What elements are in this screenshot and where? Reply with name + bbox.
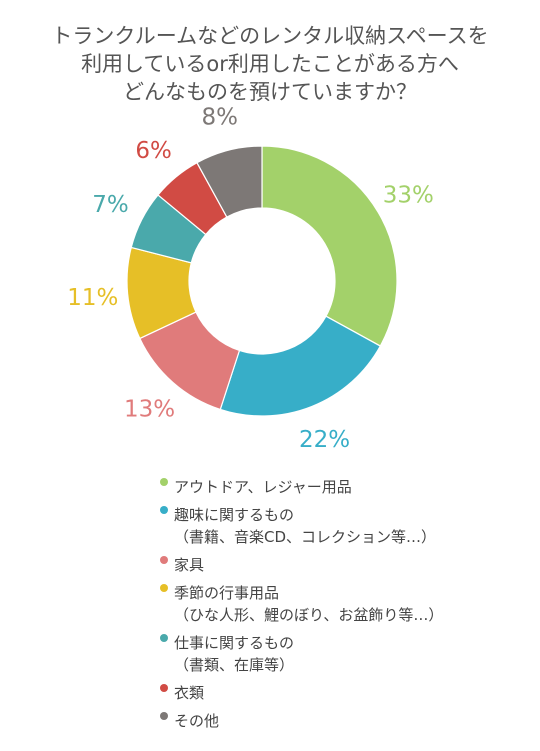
legend-label: アウトドア、レジャー用品 [174,478,352,496]
slice-hobby [219,315,382,417]
data-label-clothing: 6% [135,138,172,164]
legend-marker [160,556,168,564]
legend-label: 趣味に関するもの [174,506,295,524]
data-label-seasonal: 11% [67,285,118,311]
legend-item-clothing: 衣類 [160,682,530,704]
legend-sublabel: （書類、在庫等） [174,656,295,674]
data-label-outdoor: 33% [383,183,434,209]
legend-item-other: その他 [160,710,530,732]
legend-marker [160,684,168,692]
legend-sublabel: （ひな人形、鯉のぼり、お盆飾り等…） [174,606,444,624]
legend-marker [160,584,168,592]
chart-title-line-1: トランクルームなどのレンタル収納スペースを [51,24,489,48]
legend-label: その他 [174,712,220,730]
chart-title: トランクルームなどのレンタル収納スペースを 利用しているor利用したことがある方… [0,22,540,106]
legend-item-seasonal: 季節の行事用品 （ひな人形、鯉のぼり、お盆飾り等…） [160,582,530,626]
legend-label: 季節の行事用品 [174,584,280,602]
legend-item-outdoor: アウトドア、レジャー用品 [160,476,530,498]
legend-sublabel: （書籍、音楽CD、コレクション等…） [174,528,437,546]
legend-item-work: 仕事に関するもの （書類、在庫等） [160,632,530,676]
data-label-other: 8% [201,104,238,130]
data-label-work: 7% [92,192,129,218]
legend-marker [160,634,168,642]
slice-other [196,145,263,218]
legend-item-furniture: 家具 [160,554,530,576]
data-label-furniture: 13% [124,397,175,423]
chart-legend: アウトドア、レジャー用品 趣味に関するもの （書籍、音楽CD、コレクション等…）… [160,476,530,738]
data-label-hobby: 22% [299,427,350,453]
legend-marker [160,478,168,486]
legend-marker [160,712,168,720]
slice-outdoor [261,145,398,347]
donut-chart: 33% 22% 13% 11% 7% 6% 8% [67,104,434,453]
legend-label: 仕事に関するもの [174,634,295,652]
chart-title-line-3: どんなものを預けていますか？ [123,80,417,104]
legend-label: 家具 [174,556,205,574]
legend-item-hobby: 趣味に関するもの （書籍、音楽CD、コレクション等…） [160,504,530,548]
legend-marker [160,506,168,514]
legend-label: 衣類 [174,684,205,702]
chart-title-line-2: 利用しているor利用したことがある方へ [81,52,459,76]
